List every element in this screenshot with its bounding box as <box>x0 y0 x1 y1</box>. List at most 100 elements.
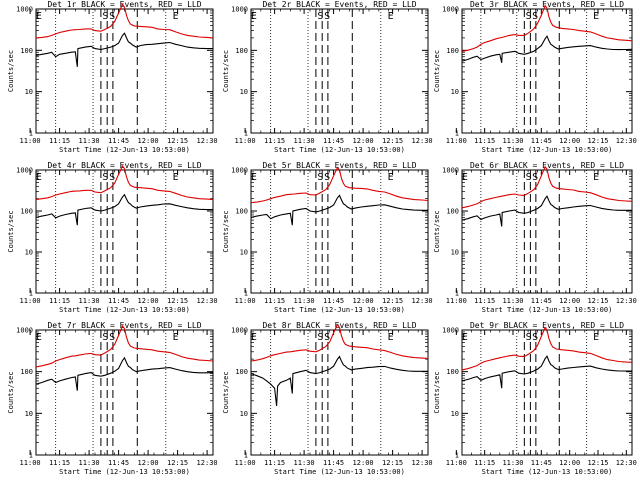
marker-s: S <box>109 11 115 22</box>
events-series <box>250 355 428 407</box>
marker-s: S <box>526 332 532 343</box>
x-tick-label: 12:30 <box>412 297 433 305</box>
x-tick-label: 11:15 <box>474 297 495 305</box>
marker-s: S <box>109 332 115 343</box>
lld-series <box>250 166 429 204</box>
events-series <box>35 32 213 67</box>
x-tick-label: 11:00 <box>446 459 467 467</box>
x-tick-label: 11:15 <box>264 137 285 145</box>
marker-e: E <box>173 11 179 22</box>
panel-title: Det 3r BLACK = Events, RED = LLD <box>470 0 624 9</box>
y-axis-label: Counts/sec <box>433 371 441 413</box>
x-tick-label: 12:00 <box>559 459 580 467</box>
x-tick-label: 12:30 <box>197 137 218 145</box>
y-tick-label: 10 <box>25 410 33 418</box>
lld-series <box>461 165 633 209</box>
marker-s: S <box>324 11 330 22</box>
y-tick-label: 1 <box>455 452 459 460</box>
marker-s: S <box>109 172 115 183</box>
y-tick-label: 10 <box>240 88 248 96</box>
x-tick-label: 12:00 <box>559 297 580 305</box>
panel-title: Det 5r BLACK = Events, RED = LLD <box>262 161 416 170</box>
y-axis-label: Counts/sec <box>222 50 230 92</box>
lld-series <box>35 164 214 201</box>
x-tick-label: 11:15 <box>49 137 70 145</box>
y-axis-label: Counts/sec <box>7 50 15 92</box>
panel-title: Det 2r BLACK = Events, RED = LLD <box>262 0 416 9</box>
x-tick-label: 11:00 <box>446 297 467 305</box>
x-tick-label: 11:00 <box>20 459 41 467</box>
plot-frame <box>35 329 214 456</box>
x-axis-label: Start Time (12-Jun-13 10:53:00) <box>59 146 190 154</box>
panel-det-2r: Det 2r BLACK = Events, RED = LLD 1 10 100 10… <box>222 0 433 154</box>
x-tick-label: 12:00 <box>559 137 580 145</box>
x-axis-label: Start Time (12-Jun-13 10:53:00) <box>482 306 613 314</box>
x-tick-label: 12:30 <box>197 297 218 305</box>
panel-title: Det 9r BLACK = Events, RED = LLD <box>470 321 624 330</box>
x-tick-label: 12:15 <box>587 297 608 305</box>
y-tick-label: 100 <box>446 47 459 55</box>
plot-frame <box>461 169 633 294</box>
x-tick-label: 11:15 <box>474 459 495 467</box>
y-tick-label: 1000 <box>16 167 33 175</box>
x-tick-label: 12:00 <box>138 459 159 467</box>
x-tick-label: 11:45 <box>531 459 552 467</box>
panel-title: Det 6r BLACK = Events, RED = LLD <box>470 161 624 170</box>
y-axis-label: Counts/sec <box>7 210 15 252</box>
panel-title: Det 7r BLACK = Events, RED = LLD <box>47 321 201 330</box>
marker-e: E <box>462 172 468 183</box>
y-tick-label: 100 <box>446 208 459 216</box>
panel-title: Det 4r BLACK = Events, RED = LLD <box>47 161 201 170</box>
y-tick-label: 10 <box>25 249 33 257</box>
panel-det-9r: Det 9r BLACK = Events, RED = LLD 1 10 100 10… <box>433 321 637 476</box>
x-tick-label: 12:30 <box>412 459 433 467</box>
x-tick-label: 12:30 <box>616 137 637 145</box>
x-tick-label: 11:00 <box>235 137 256 145</box>
y-tick-label: 1000 <box>442 167 459 175</box>
y-tick-label: 1 <box>29 452 33 460</box>
x-tick-label: 11:00 <box>235 459 256 467</box>
panel-det-3r: Det 3r BLACK = Events, RED = LLD 1 10 100 10… <box>433 0 637 154</box>
plot-frame <box>461 8 633 134</box>
y-axis-label: Counts/sec <box>222 371 230 413</box>
marker-e: E <box>173 332 179 343</box>
y-tick-label: 100 <box>20 208 33 216</box>
x-tick-label: 12:30 <box>616 459 637 467</box>
x-tick-label: 12:15 <box>382 459 403 467</box>
y-tick-label: 1000 <box>231 6 248 14</box>
y-tick-label: 1000 <box>442 327 459 335</box>
marker-e: E <box>388 332 394 343</box>
x-tick-label: 12:30 <box>616 297 637 305</box>
marker-e: E <box>251 11 257 22</box>
y-tick-label: 10 <box>451 410 459 418</box>
marker-s: S <box>526 11 532 22</box>
x-tick-label: 11:00 <box>235 297 256 305</box>
marker-e: E <box>36 332 42 343</box>
x-tick-label: 12:30 <box>197 459 218 467</box>
plot-frame <box>250 169 429 294</box>
y-tick-label: 100 <box>235 47 248 55</box>
x-tick-label: 12:15 <box>587 137 608 145</box>
plot-frame <box>35 8 214 134</box>
events-series <box>461 195 632 227</box>
y-tick-label: 10 <box>240 249 248 257</box>
x-tick-label: 11:15 <box>474 137 495 145</box>
x-tick-label: 11:30 <box>502 297 523 305</box>
x-tick-label: 12:00 <box>138 137 159 145</box>
plot-frame <box>461 329 633 456</box>
y-tick-label: 1 <box>455 130 459 138</box>
y-tick-label: 1000 <box>16 327 33 335</box>
x-tick-label: 11:45 <box>323 459 344 467</box>
marker-e: E <box>593 11 599 22</box>
marker-e: E <box>593 332 599 343</box>
y-tick-label: 1 <box>29 290 33 298</box>
marker-s: S <box>317 172 323 183</box>
x-tick-label: 12:15 <box>382 297 403 305</box>
y-tick-label: 1 <box>244 130 248 138</box>
y-tick-label: 100 <box>446 368 459 376</box>
events-series <box>250 194 428 226</box>
marker-s: S <box>532 332 538 343</box>
events-series <box>35 356 214 391</box>
x-tick-label: 12:15 <box>382 137 403 145</box>
